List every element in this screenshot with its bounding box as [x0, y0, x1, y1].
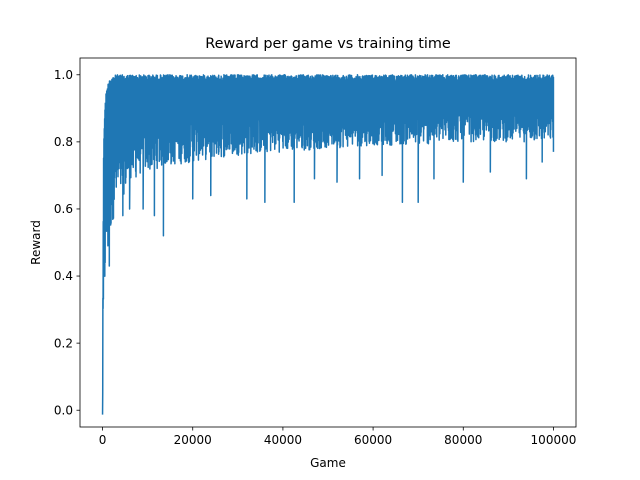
plot-layer: [101, 74, 555, 415]
x-tick-label: 0: [99, 433, 107, 447]
y-tick-label: 0.4: [54, 269, 73, 283]
x-tick-label: 100000: [531, 433, 577, 447]
reward-series-line: [101, 74, 555, 415]
x-tick-label: 80000: [444, 433, 482, 447]
y-axis-label: Reward: [29, 220, 43, 265]
x-axis-label: Game: [310, 456, 346, 470]
x-axis: 0 20000 40000 60000 80000 100000: [99, 427, 577, 447]
y-tick-label: 0.0: [54, 403, 73, 417]
y-tick-label: 0.8: [54, 135, 73, 149]
y-tick-label: 0.2: [54, 336, 73, 350]
y-tick-label: 1.0: [54, 68, 73, 82]
x-tick-label: 40000: [264, 433, 302, 447]
axes-frame: [79, 57, 577, 428]
x-tick-label: 60000: [354, 433, 392, 447]
y-axis: 0.0 0.2 0.4 0.6 0.8 1.0: [54, 68, 80, 417]
y-tick-label: 0.6: [54, 202, 73, 216]
chart-title: Reward per game vs training time: [205, 36, 451, 52]
x-tick-label: 20000: [174, 433, 212, 447]
